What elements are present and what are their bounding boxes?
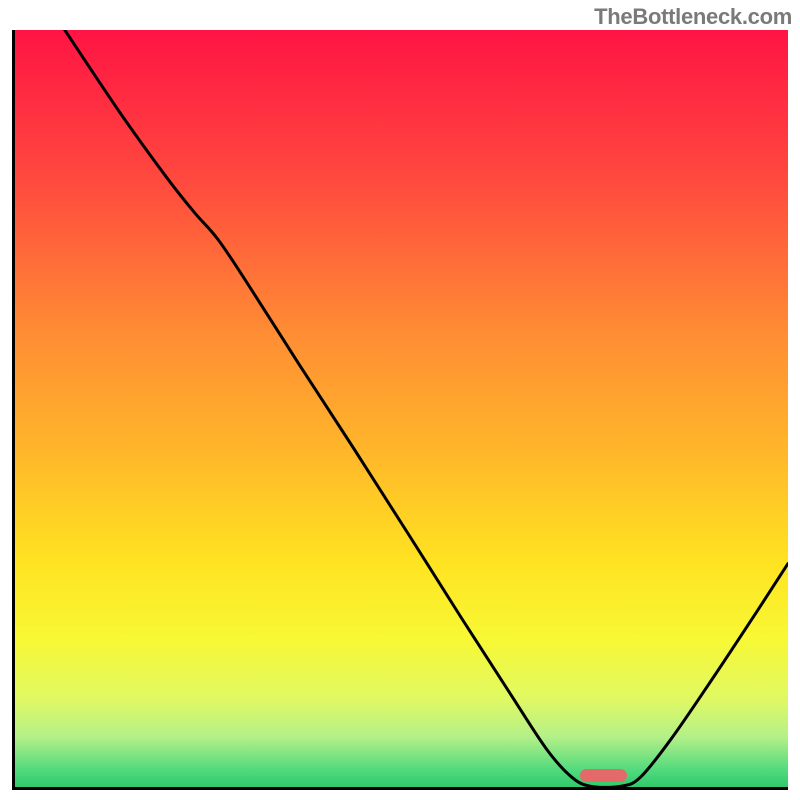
x-axis xyxy=(12,787,788,790)
watermark-text: TheBottleneck.com xyxy=(594,4,792,30)
y-axis xyxy=(12,30,15,790)
bottleneck-chart xyxy=(12,30,788,790)
chart-container: { "watermark": { "text": "TheBottleneck.… xyxy=(0,0,800,800)
heat-gradient xyxy=(12,30,788,790)
